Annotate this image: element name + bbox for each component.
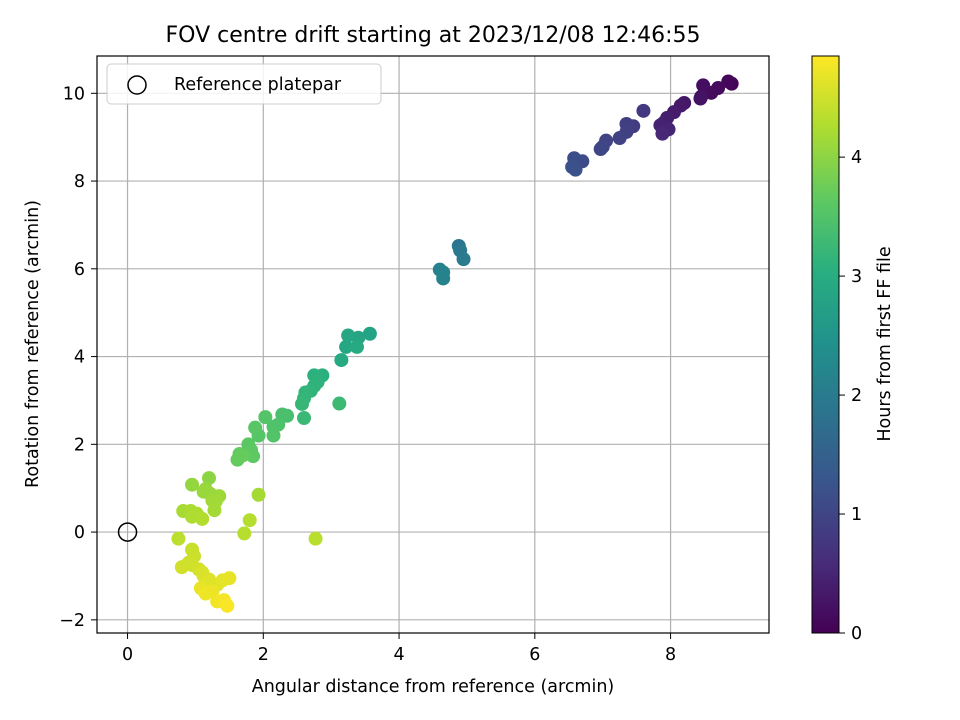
colorbar-tick-label: 4: [851, 148, 862, 168]
data-point: [568, 162, 583, 177]
data-point: [332, 396, 347, 411]
y-tick-label: 10: [63, 84, 85, 104]
data-point: [242, 513, 257, 528]
data-point: [196, 484, 211, 499]
legend-marker: [127, 75, 147, 95]
y-tick-label: 4: [74, 348, 85, 368]
y-tick-label: 2: [74, 435, 85, 455]
data-point: [436, 271, 451, 286]
data-point: [297, 410, 312, 425]
data-point: [334, 353, 349, 368]
data-point: [612, 131, 627, 146]
data-point: [235, 448, 250, 463]
data-point: [202, 471, 216, 486]
colorbar-ticks: 0 1 2 3 4: [839, 148, 862, 644]
colorbar-frame: [811, 55, 840, 634]
data-point: [237, 526, 252, 541]
data-point: [248, 420, 263, 435]
x-tick-label: 4: [393, 645, 404, 665]
data-point: [251, 487, 266, 502]
x-tick-label: 8: [665, 645, 676, 665]
colorbar-tick-label: 2: [851, 386, 862, 406]
x-axis-ticks: 0 2 4 6 8: [122, 633, 676, 665]
reference-marker: [117, 522, 138, 542]
legend-label: Reference platepar: [174, 75, 342, 95]
data-point: [266, 428, 281, 443]
data-point: [655, 126, 670, 141]
data-point: [220, 598, 235, 613]
data-point: [349, 339, 364, 354]
data-point: [696, 78, 711, 93]
y-axis-label: Rotation from reference (arcmin): [23, 200, 43, 488]
data-point: [185, 477, 200, 492]
data-point: [362, 326, 377, 341]
y-tick-label: −2: [59, 611, 85, 631]
x-tick-label: 2: [258, 645, 269, 665]
colorbar-gradient: [812, 56, 839, 633]
data-point: [595, 139, 610, 154]
x-axis-label: Angular distance from reference (arcmin): [252, 677, 615, 697]
x-tick-label: 6: [529, 645, 540, 665]
y-tick-label: 8: [74, 172, 85, 192]
scatter-points: [171, 74, 739, 613]
data-point: [174, 560, 189, 575]
colorbar-tick-label: 0: [851, 624, 862, 644]
data-point: [198, 586, 213, 601]
data-point: [693, 91, 708, 106]
legend-box: [106, 63, 382, 105]
x-tick-label: 0: [122, 645, 133, 665]
data-point: [341, 328, 356, 343]
data-point: [294, 396, 309, 411]
data-point: [339, 339, 354, 354]
colorbar: 0 1 2 3 4 Hours from first FF file: [811, 55, 895, 644]
data-point: [246, 449, 261, 464]
y-tick-label: 0: [74, 523, 85, 543]
data-point: [308, 531, 323, 546]
data-point: [456, 252, 471, 267]
colorbar-tick-label: 1: [851, 505, 862, 525]
chart-title: FOV centre drift starting at 2023/12/08 …: [166, 23, 701, 48]
colorbar-tick-label: 3: [851, 267, 862, 287]
data-point: [258, 410, 273, 425]
data-point: [195, 511, 210, 526]
plot-frame: [96, 55, 770, 634]
legend: Reference platepar: [106, 63, 382, 105]
data-point: [636, 103, 651, 118]
data-point: [171, 531, 186, 546]
y-axis-ticks: −2 0 2 4 6 8 10: [59, 84, 97, 631]
colorbar-label: Hours from first FF file: [875, 246, 895, 441]
data-point: [207, 503, 222, 518]
data-point: [222, 571, 237, 586]
data-point: [721, 74, 736, 89]
y-tick-label: 6: [74, 260, 85, 280]
